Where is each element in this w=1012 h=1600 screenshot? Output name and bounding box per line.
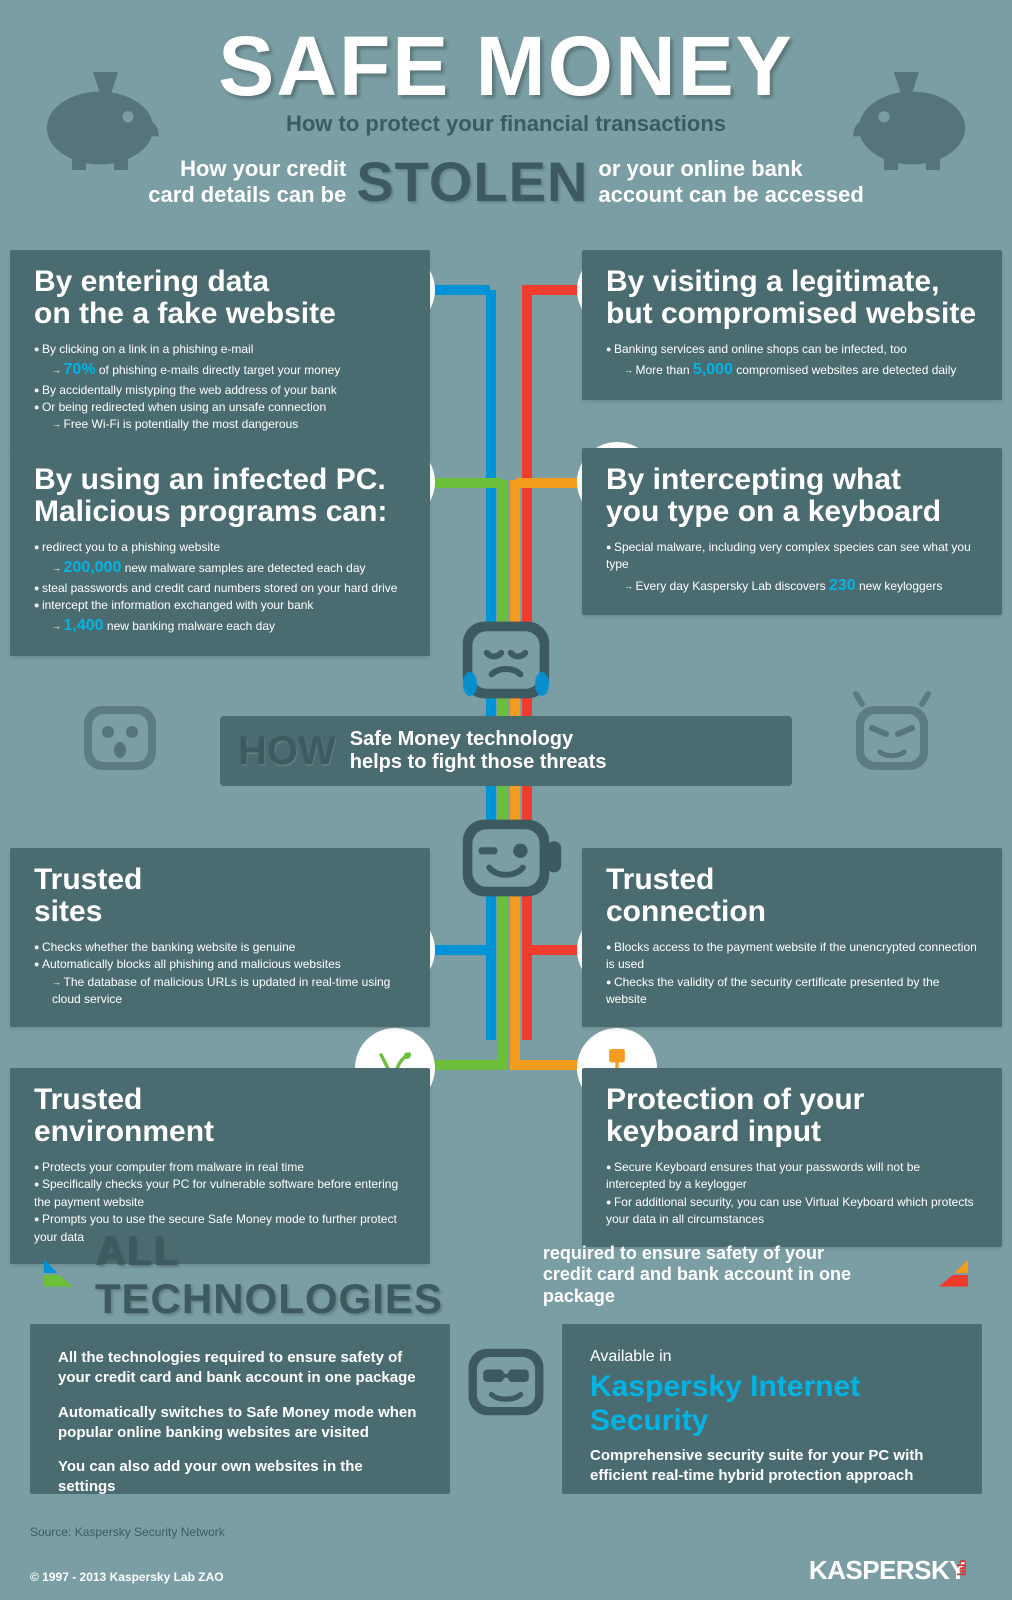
panel-fake-website: By entering data on the a fake website By…	[10, 250, 430, 452]
panel-bullets: Special malware, including very complex …	[606, 539, 978, 597]
evil-bot-icon	[842, 688, 942, 788]
bl-line: All the technologies required to ensure …	[58, 1348, 422, 1389]
copyright: © 1997 - 2013 Kaspersky Lab ZAO	[30, 1570, 224, 1584]
panel-bullets: Checks whether the banking website is ge…	[34, 939, 406, 1009]
bullet: Protects your computer from malware in r…	[34, 1159, 406, 1176]
bullet: More than 5,000 compromised websites are…	[624, 358, 978, 381]
how-badge: HOW Safe Money technology helps to fight…	[220, 716, 792, 786]
bullet: 70% of phishing e-mails directly target …	[52, 358, 406, 381]
bottom-right-panel: Available in Kaspersky Internet Security…	[562, 1324, 982, 1494]
all-tech-desc: required to ensure safety of your credit…	[543, 1243, 917, 1308]
kaspersky-logo: KASPERSKYlab	[809, 1555, 982, 1586]
panel-title: By intercepting what you type on a keybo…	[606, 464, 978, 527]
bullet: Special malware, including very complex …	[606, 539, 978, 574]
bullet: Checks the validity of the security cert…	[606, 974, 978, 1009]
bullet: For additional security, you can use Vir…	[606, 1194, 978, 1229]
panel-bullets: Secure Keyboard ensures that your passwo…	[606, 1159, 978, 1229]
brand-name: Kaspersky Internet Security	[590, 1370, 954, 1438]
how-text: Safe Money technology helps to fight tho…	[350, 728, 607, 774]
available-in: Available in	[590, 1348, 954, 1366]
panel-bullets: redirect you to a phishing website200,00…	[34, 539, 406, 638]
panel-title: Trusted connection	[606, 864, 978, 927]
how-big: HOW	[238, 729, 336, 774]
all-tech-big: ALL TECHNOLOGIES	[95, 1227, 527, 1323]
all-tech-banner: ALL TECHNOLOGIES required to ensure safe…	[0, 1240, 1012, 1310]
bullet: Or being redirected when using an unsafe…	[34, 399, 406, 416]
logo-tag: lab	[955, 1560, 969, 1576]
brand-desc: Comprehensive security suite for your PC…	[590, 1446, 954, 1487]
panel-title: Protection of your keyboard input	[606, 1084, 978, 1147]
bl-line: You can also add your own websites in th…	[58, 1457, 422, 1498]
bullet: By accidentally mistyping the web addres…	[34, 382, 406, 399]
panel-infected-pc: By using an infected PC. Malicious progr…	[10, 448, 430, 656]
panel-bullets: Blocks access to the payment website if …	[606, 939, 978, 1009]
arrow-right-icon	[40, 1255, 79, 1295]
sad-bot-icon	[446, 600, 566, 720]
bullet: By clicking on a link in a phishing e-ma…	[34, 341, 406, 358]
logo-text: KASPERSKY	[809, 1555, 966, 1585]
panel-title: By entering data on the a fake website	[34, 266, 406, 329]
bullet: Every day Kaspersky Lab discovers 230 ne…	[624, 574, 978, 597]
bullet: intercept the information exchanged with…	[34, 597, 406, 614]
panel-compromised-site: By visiting a legitimate, but compromise…	[582, 250, 1002, 400]
infographic-root: SAFE MONEY How to protect your financial…	[0, 0, 1012, 264]
piggy-bank-icon	[30, 58, 170, 170]
panel-bullets: By clicking on a link in a phishing e-ma…	[34, 341, 406, 434]
bullet: Free Wi-Fi is potentially the most dange…	[52, 416, 406, 433]
panel-keyboard-intercept: By intercepting what you type on a keybo…	[582, 448, 1002, 615]
panel-keyboard-protect: Protection of your keyboard input Secure …	[582, 1068, 1002, 1247]
bullet: Banking services and online shops can be…	[606, 341, 978, 358]
panel-title: By using an infected PC. Malicious progr…	[34, 464, 406, 527]
bullet: 200,000 new malware samples are detected…	[52, 556, 406, 579]
bullet: redirect you to a phishing website	[34, 539, 406, 556]
stolen-right-text: or your online bank account can be acces…	[598, 156, 863, 207]
bullet: Blocks access to the payment website if …	[606, 939, 978, 974]
arrow-left-icon	[933, 1255, 972, 1295]
bullet: The database of malicious URLs is update…	[52, 974, 406, 1009]
cool-bot-icon	[454, 1330, 558, 1434]
stolen-word: STOLEN	[356, 149, 588, 214]
panel-trusted-sites: Trusted sites Checks whether the banking …	[10, 848, 430, 1027]
stolen-left-text: How your credit card details can be	[148, 156, 346, 207]
bottom-left-panel: All the technologies required to ensure …	[30, 1324, 450, 1494]
source-text: Source: Kaspersky Security Network	[30, 1525, 225, 1539]
panel-trusted-connection: Trusted connection Blocks access to the p…	[582, 848, 1002, 1027]
bullet: Specifically checks your PC for vulnerab…	[34, 1176, 406, 1211]
happy-bot-icon	[446, 798, 566, 918]
panel-bullets: Banking services and online shops can be…	[606, 341, 978, 382]
panel-title: Trusted sites	[34, 864, 406, 927]
bullet: 1,400 new banking malware each day	[52, 614, 406, 637]
bullet: steal passwords and credit card numbers …	[34, 580, 406, 597]
bullet: Secure Keyboard ensures that your passwo…	[606, 1159, 978, 1194]
panel-title: By visiting a legitimate, but compromise…	[606, 266, 978, 329]
surprised-bot-icon	[70, 688, 170, 788]
bullet: Checks whether the banking website is ge…	[34, 939, 406, 956]
bl-line: Automatically switches to Safe Money mod…	[58, 1403, 422, 1444]
bullet: Automatically blocks all phishing and ma…	[34, 956, 406, 973]
piggy-bank-icon	[842, 58, 982, 170]
panel-title: Trusted environment	[34, 1084, 406, 1147]
